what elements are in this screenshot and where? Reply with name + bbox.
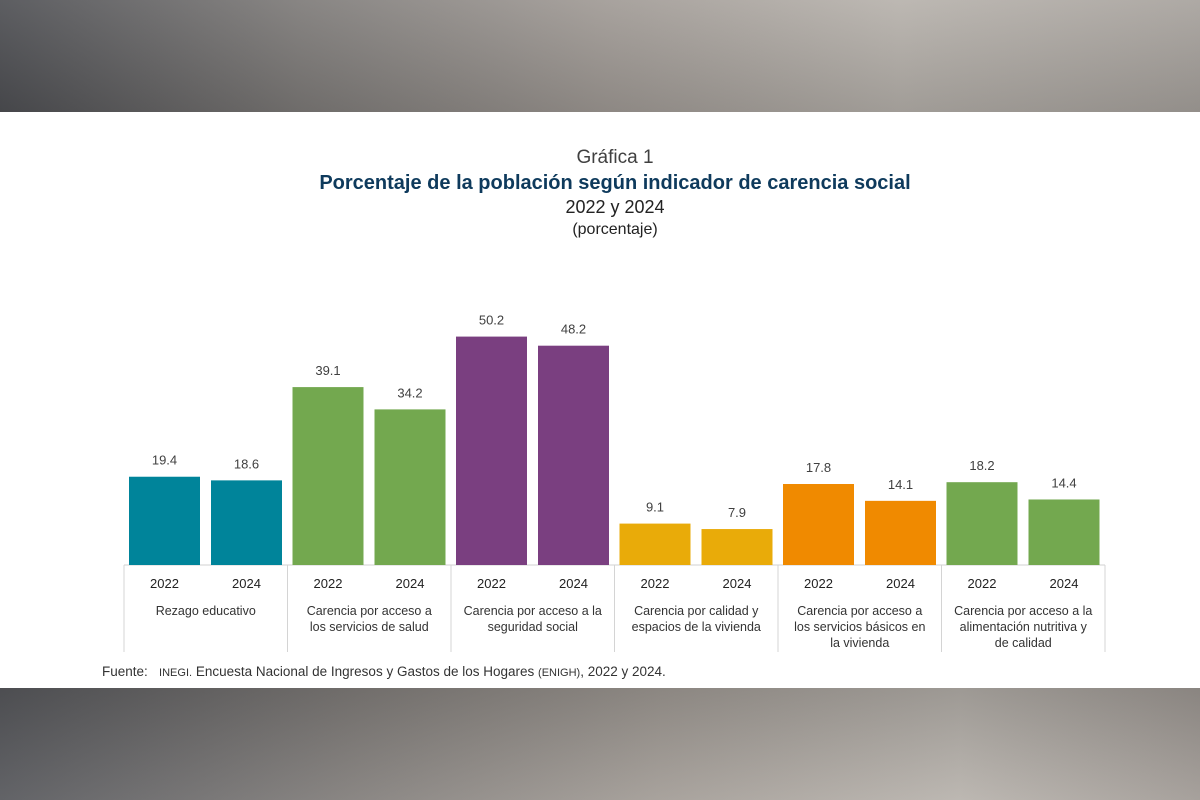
chart-header: Gráfica 1 Porcentaje de la población seg…: [0, 146, 1200, 240]
category-label: de calidad: [995, 636, 1052, 650]
year-tick-label: 2022: [314, 576, 343, 591]
chart-title: Porcentaje de la población según indicad…: [319, 172, 911, 194]
bar-3-2022: [456, 336, 527, 565]
bar-4-2024: [701, 529, 773, 565]
category-label: Carencia por calidad y: [634, 604, 759, 618]
source-text: Encuesta Nacional de Ingresos y Gastos d…: [195, 664, 535, 679]
bar-chart: 19.4 2022 18.6 2024 Rezago educativo 39.1 2022…: [123, 313, 1106, 652]
bar-value-label: 9.1: [646, 500, 664, 515]
bar-value-label: 34.2: [397, 385, 422, 400]
category-label: seguridad social: [488, 620, 578, 634]
category-label: espacios de la vivienda: [632, 620, 761, 634]
blurred-background-top: [0, 0, 1200, 112]
category-label: Carencia por acceso a la: [954, 604, 1092, 618]
category-label: Rezago educativo: [156, 604, 256, 618]
year-tick-label: 2024: [1050, 576, 1079, 591]
category-label: la vivienda: [830, 636, 889, 650]
blurred-background-bottom: [0, 688, 1200, 800]
bar-value-label: 18.2: [969, 458, 994, 473]
bar-6-2022: [946, 482, 1018, 565]
bar-value-label: 17.8: [806, 460, 831, 475]
bar-6-2024: [1028, 499, 1100, 565]
bar-3-2024: [538, 345, 609, 565]
bar-4-2022: [619, 523, 691, 565]
bar-2-2022: [292, 387, 364, 565]
category-label: Carencia por acceso a: [307, 604, 432, 618]
category-label: los servicios de salud: [310, 620, 429, 634]
year-tick-label: 2024: [559, 576, 588, 591]
bar-value-label: 14.4: [1051, 475, 1076, 490]
category-label: alimentación nutritiva y: [960, 620, 1088, 634]
year-tick-label: 2024: [232, 576, 261, 591]
year-tick-label: 2022: [477, 576, 506, 591]
bar-value-label: 19.4: [152, 453, 177, 468]
chart-years: 2022 y 2024: [565, 197, 665, 217]
year-tick-label: 2022: [150, 576, 179, 591]
category-label: los servicios básicos en: [794, 620, 925, 634]
bar-5-2024: [865, 500, 936, 565]
category-label: Carencia por acceso a: [797, 604, 922, 618]
bar-value-label: 48.2: [561, 322, 586, 337]
category-label: Carencia por acceso a la: [464, 604, 602, 618]
bar-value-label: 50.2: [479, 313, 504, 328]
bar-1-2022: [129, 476, 200, 565]
bar-value-label: 14.1: [888, 477, 913, 492]
figure-number: Gráfica 1: [576, 147, 654, 168]
source-abbr: (ENIGH): [538, 667, 581, 679]
source-label: Fuente:: [102, 664, 148, 679]
bar-value-label: 18.6: [234, 456, 259, 471]
chart-unit: (porcentaje): [572, 221, 658, 238]
bar-5-2022: [783, 484, 854, 565]
source-note: Fuente: INEGI. Encuesta Nacional de Ingr…: [102, 664, 666, 679]
source-years: , 2022 y 2024.: [580, 664, 666, 679]
bar-2-2024: [374, 409, 446, 565]
source-org: INEGI.: [159, 667, 193, 679]
year-tick-label: 2022: [804, 576, 833, 591]
year-tick-label: 2024: [396, 576, 425, 591]
chart-panel: Gráfica 1 Porcentaje de la población seg…: [0, 112, 1200, 688]
bar-value-label: 7.9: [728, 505, 746, 520]
bar-value-label: 39.1: [315, 363, 340, 378]
bar-1-2024: [211, 480, 282, 565]
year-tick-label: 2022: [641, 576, 670, 591]
year-tick-label: 2024: [886, 576, 915, 591]
year-tick-label: 2022: [968, 576, 997, 591]
year-tick-label: 2024: [723, 576, 752, 591]
